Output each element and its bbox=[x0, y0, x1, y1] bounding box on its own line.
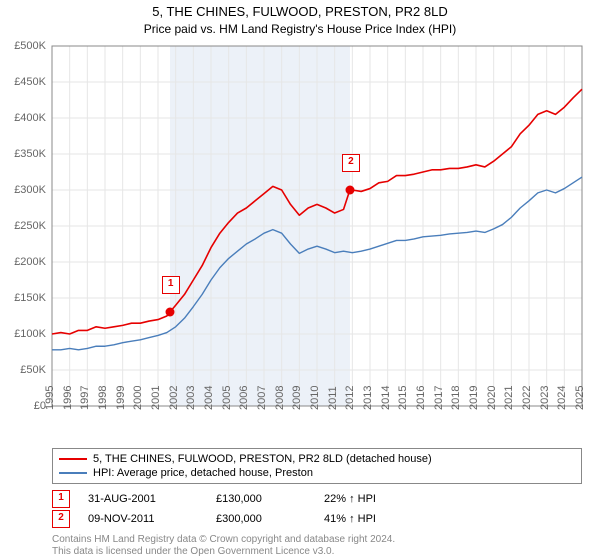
chart-area: 12 £0£50K£100K£150K£200K£250K£300K£350K£… bbox=[52, 46, 582, 406]
x-tick-label: 1998 bbox=[97, 386, 109, 410]
x-tick-label: 2005 bbox=[221, 386, 233, 410]
sale-marker-icon: 1 bbox=[52, 490, 70, 508]
y-tick-label: £200K bbox=[14, 256, 46, 268]
y-tick-label: £400K bbox=[14, 112, 46, 124]
x-tick-label: 2018 bbox=[450, 386, 462, 410]
x-tick-label: 2011 bbox=[327, 386, 339, 410]
footer: Contains HM Land Registry data © Crown c… bbox=[52, 534, 395, 558]
x-tick-label: 2023 bbox=[539, 386, 551, 410]
sale-marker: 2 bbox=[342, 154, 360, 172]
sale-point bbox=[345, 186, 354, 195]
x-tick-label: 1997 bbox=[79, 386, 91, 410]
sale-hpi: 41% ↑ HPI bbox=[324, 513, 404, 525]
x-tick-label: 2019 bbox=[468, 386, 480, 410]
chart-title: 5, THE CHINES, FULWOOD, PRESTON, PR2 8LD bbox=[0, 0, 600, 21]
x-tick-label: 2009 bbox=[291, 386, 303, 410]
x-tick-label: 1996 bbox=[62, 386, 74, 410]
x-tick-label: 2021 bbox=[503, 386, 515, 410]
sale-date: 09-NOV-2011 bbox=[88, 513, 198, 525]
x-tick-label: 2008 bbox=[274, 386, 286, 410]
legend-row: HPI: Average price, detached house, Pres… bbox=[59, 466, 575, 480]
y-tick-label: £150K bbox=[14, 292, 46, 304]
sale-price: £130,000 bbox=[216, 493, 306, 505]
x-tick-label: 2000 bbox=[132, 386, 144, 410]
sale-row: 1 31-AUG-2001 £130,000 22% ↑ HPI bbox=[52, 490, 582, 508]
sale-point bbox=[165, 308, 174, 317]
series-lines bbox=[52, 46, 582, 406]
x-tick-label: 2014 bbox=[380, 386, 392, 410]
x-tick-label: 2007 bbox=[256, 386, 268, 410]
legend-label: 5, THE CHINES, FULWOOD, PRESTON, PR2 8LD… bbox=[93, 453, 432, 465]
x-tick-label: 2022 bbox=[521, 386, 533, 410]
y-tick-label: £300K bbox=[14, 184, 46, 196]
sale-date: 31-AUG-2001 bbox=[88, 493, 198, 505]
footer-line: This data is licensed under the Open Gov… bbox=[52, 546, 395, 558]
legend-swatch bbox=[59, 458, 87, 460]
x-tick-label: 2012 bbox=[344, 386, 356, 410]
x-tick-label: 2013 bbox=[362, 386, 374, 410]
legend-swatch bbox=[59, 472, 87, 474]
chart-subtitle: Price paid vs. HM Land Registry's House … bbox=[0, 21, 600, 40]
sale-hpi: 22% ↑ HPI bbox=[324, 493, 404, 505]
sale-marker-icon: 2 bbox=[52, 510, 70, 528]
legend-row: 5, THE CHINES, FULWOOD, PRESTON, PR2 8LD… bbox=[59, 452, 575, 466]
legend: 5, THE CHINES, FULWOOD, PRESTON, PR2 8LD… bbox=[52, 448, 582, 484]
x-tick-label: 2001 bbox=[150, 386, 162, 410]
x-tick-label: 2020 bbox=[486, 386, 498, 410]
x-tick-label: 2016 bbox=[415, 386, 427, 410]
y-tick-label: £100K bbox=[14, 328, 46, 340]
y-tick-label: £250K bbox=[14, 220, 46, 232]
x-tick-label: 2017 bbox=[433, 386, 445, 410]
x-tick-label: 2025 bbox=[574, 386, 586, 410]
y-tick-label: £500K bbox=[14, 40, 46, 52]
x-tick-label: 1995 bbox=[44, 386, 56, 410]
x-tick-label: 1999 bbox=[115, 386, 127, 410]
footer-line: Contains HM Land Registry data © Crown c… bbox=[52, 534, 395, 546]
x-tick-label: 2003 bbox=[185, 386, 197, 410]
sale-row: 2 09-NOV-2011 £300,000 41% ↑ HPI bbox=[52, 510, 582, 528]
x-tick-label: 2015 bbox=[397, 386, 409, 410]
y-tick-label: £450K bbox=[14, 76, 46, 88]
x-tick-label: 2006 bbox=[238, 386, 250, 410]
legend-label: HPI: Average price, detached house, Pres… bbox=[93, 467, 313, 479]
x-tick-label: 2002 bbox=[168, 386, 180, 410]
y-tick-label: £50K bbox=[20, 364, 46, 376]
sale-price: £300,000 bbox=[216, 513, 306, 525]
y-tick-label: £350K bbox=[14, 148, 46, 160]
sale-marker: 1 bbox=[162, 276, 180, 294]
x-tick-label: 2010 bbox=[309, 386, 321, 410]
x-tick-label: 2024 bbox=[556, 386, 568, 410]
x-tick-label: 2004 bbox=[203, 386, 215, 410]
